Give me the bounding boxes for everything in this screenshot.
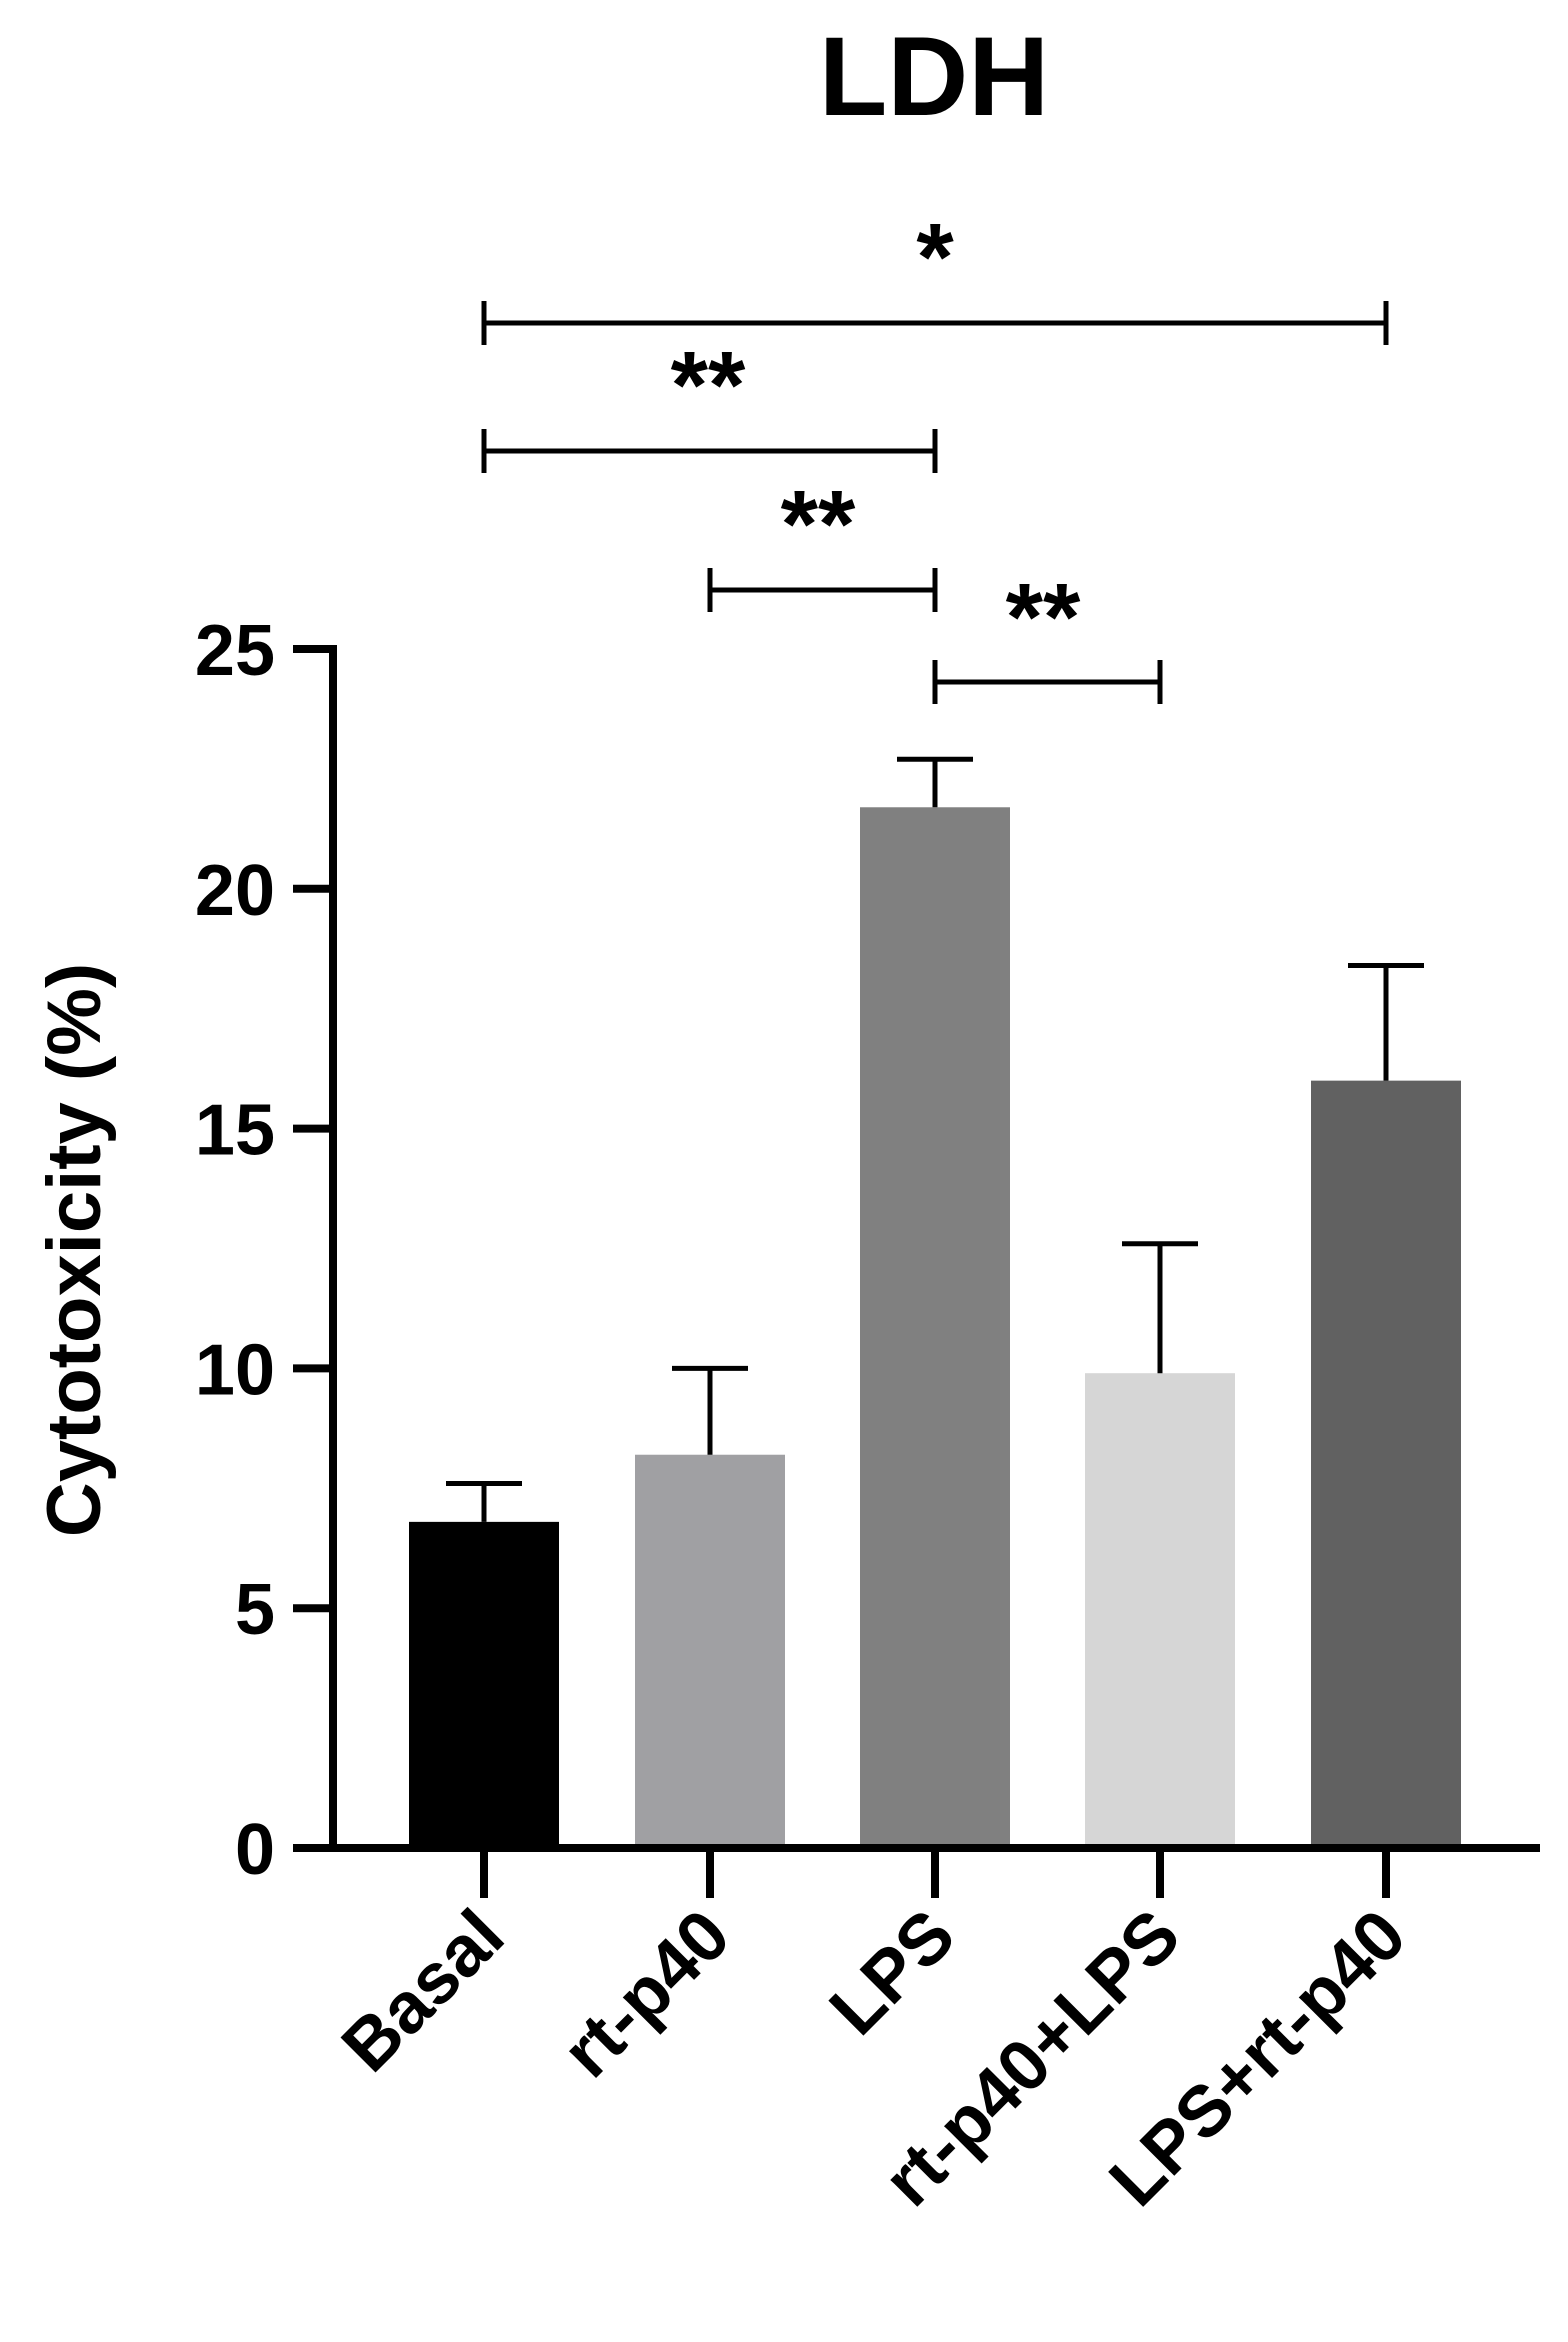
y-tick-label: 15 <box>195 1091 275 1171</box>
significance-label: * <box>916 204 954 311</box>
significance-label: ** <box>1006 564 1081 671</box>
error-bars-layer <box>446 756 1424 1522</box>
significance-label: ** <box>671 332 746 439</box>
x-category-label: rt-p40 <box>547 1895 745 2093</box>
y-tick-label: 10 <box>195 1330 275 1410</box>
y-tick-label: 20 <box>195 851 275 931</box>
bar <box>860 807 1010 1848</box>
y-axis-title: Cytotoxicity (%) <box>32 963 117 1537</box>
bars-layer <box>409 807 1461 1848</box>
bar <box>635 1454 785 1848</box>
bar <box>1311 1080 1461 1848</box>
y-tick-label: 25 <box>195 611 275 691</box>
significance-label: ** <box>781 471 856 578</box>
chart-title: LDH <box>819 14 1049 139</box>
bar <box>1085 1373 1235 1848</box>
y-tick-label: 5 <box>235 1570 275 1650</box>
significance-layer: ******* <box>481 204 1389 704</box>
x-category-label: Basal <box>327 1895 519 2087</box>
x-category-label: LPS <box>815 1895 971 2051</box>
y-tick-label: 0 <box>235 1810 275 1890</box>
y-ticks-layer: 0 5 10 15 20 25 <box>195 611 333 1890</box>
bar <box>409 1521 559 1848</box>
